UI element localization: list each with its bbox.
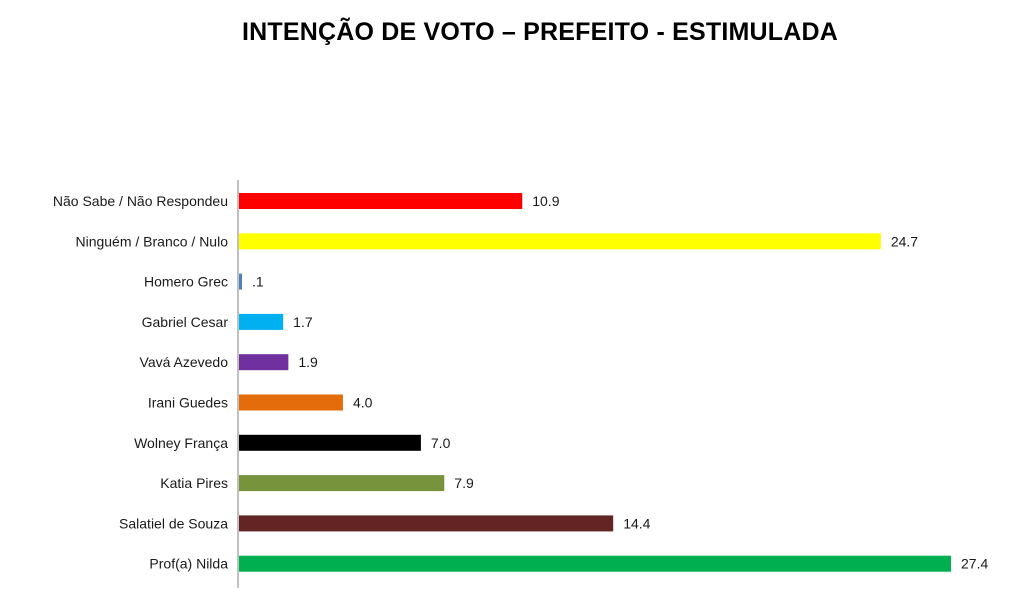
category-label: Ninguém / Branco / Nulo: [75, 233, 228, 249]
category-label: Vavá Azevedo: [140, 354, 229, 370]
bar: [239, 313, 284, 330]
category-label: Gabriel Cesar: [142, 314, 229, 330]
data-label: 24.7: [891, 233, 918, 249]
category-label: Katia Pires: [160, 475, 228, 491]
data-label: 7.0: [431, 435, 451, 451]
chart-title: INTENÇÃO DE VOTO – PREFEITO - ESTIMULADA: [241, 18, 838, 46]
bar: [239, 555, 951, 572]
data-label: .1: [252, 274, 264, 290]
data-label: 7.9: [454, 475, 474, 491]
category-label: Irani Guedes: [148, 395, 228, 411]
bar: [239, 434, 421, 451]
data-label: 10.9: [532, 193, 559, 209]
bar: [239, 394, 343, 411]
category-label: Wolney França: [134, 435, 228, 451]
category-label: Homero Grec: [144, 274, 228, 290]
data-label: 14.4: [623, 515, 650, 531]
data-label: 4.0: [353, 395, 373, 411]
bar: [239, 273, 242, 290]
bar: [239, 193, 523, 209]
bar: [239, 515, 614, 532]
bar: [239, 354, 289, 371]
data-label: 27.4: [961, 556, 988, 572]
bar: [239, 233, 881, 250]
category-label: Salatiel de Souza: [119, 515, 228, 531]
category-label: Não Sabe / Não Respondeu: [53, 193, 228, 209]
bar: [239, 475, 445, 492]
data-label: 1.7: [293, 314, 313, 330]
category-label: Prof(a) Nilda: [149, 556, 228, 572]
data-label: 1.9: [298, 354, 318, 370]
